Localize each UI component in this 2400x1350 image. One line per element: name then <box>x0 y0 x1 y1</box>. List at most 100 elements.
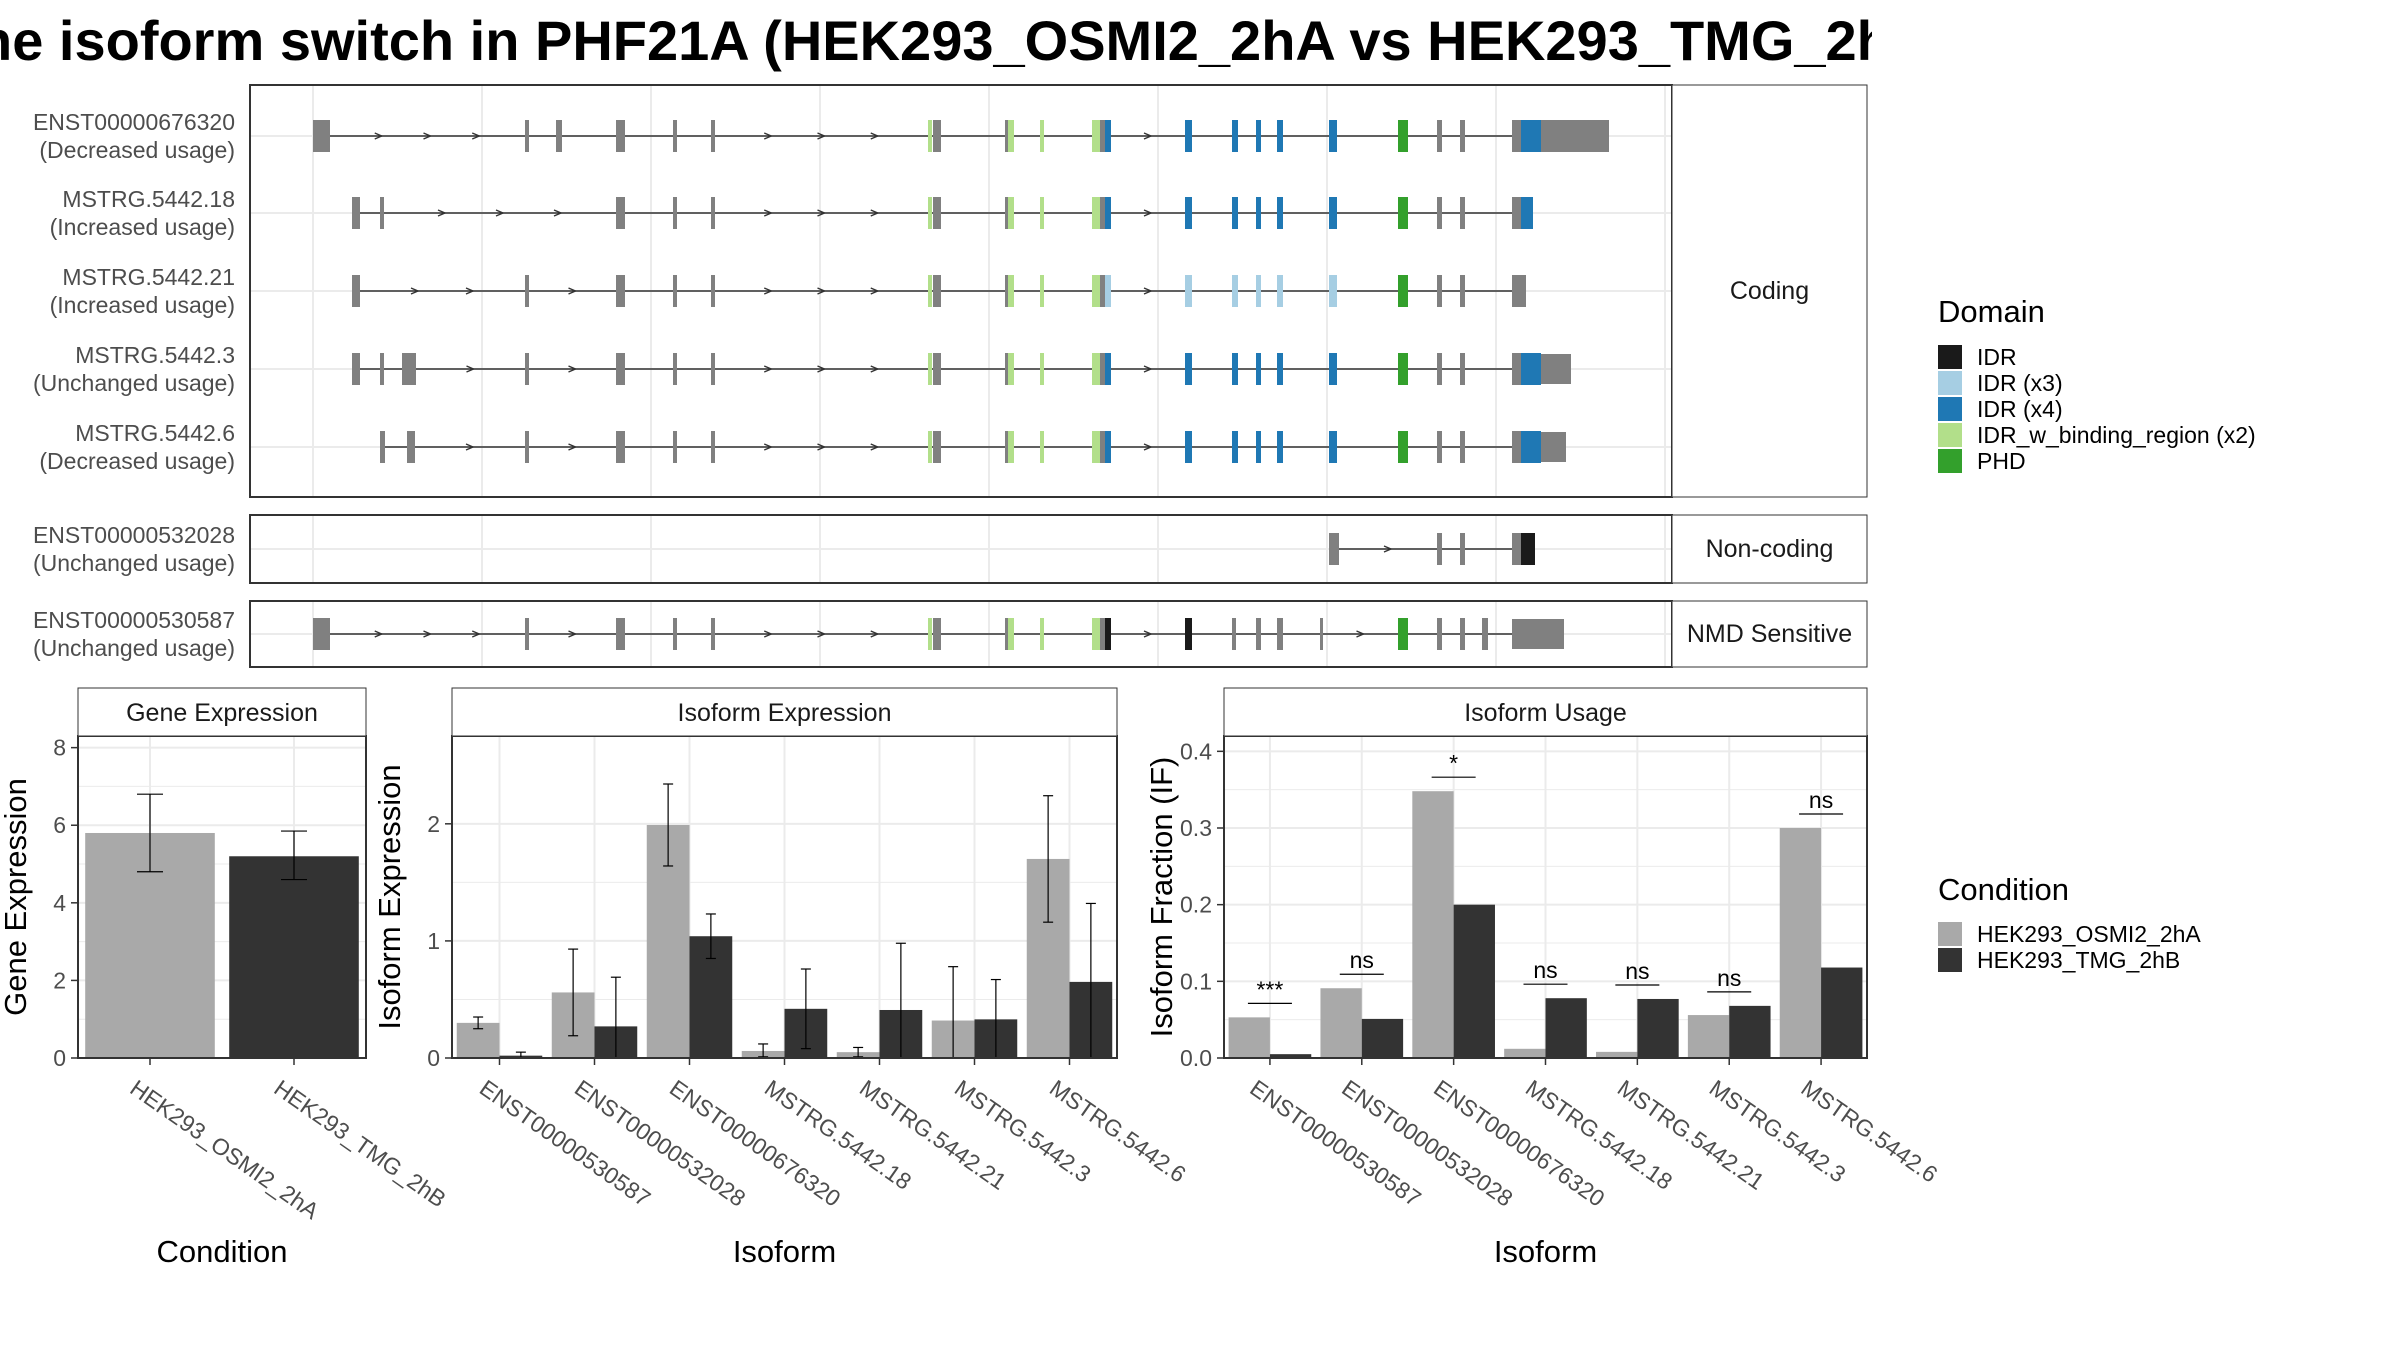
significance-label: * <box>1449 750 1458 776</box>
intron-arrow <box>1383 545 1393 553</box>
domain-exon <box>1521 533 1535 565</box>
bar <box>1453 904 1495 1058</box>
exon <box>1512 533 1521 565</box>
domain-exon <box>928 120 932 152</box>
domain-exon <box>1232 275 1238 307</box>
bar <box>1228 1017 1270 1058</box>
exon <box>1005 353 1009 385</box>
domain-exon <box>1092 618 1100 650</box>
domain-exon <box>1277 275 1283 307</box>
domain-exon <box>1329 353 1337 385</box>
panel-strip <box>1671 600 1868 668</box>
exon <box>711 618 715 650</box>
chart-strip <box>451 687 1118 737</box>
exon <box>933 197 941 229</box>
domain-exon <box>1329 431 1337 463</box>
domain-exon <box>1008 353 1014 385</box>
exon <box>1512 275 1526 307</box>
intron-arrow <box>763 287 774 295</box>
domain-exon <box>1092 275 1100 307</box>
intron-arrow <box>1143 443 1153 451</box>
domain-exon <box>1008 197 1014 229</box>
exon <box>1437 533 1442 565</box>
domain-exon <box>1092 431 1100 463</box>
exon <box>711 197 715 229</box>
legend-label: PHD <box>1977 448 2026 474</box>
exon <box>313 120 330 152</box>
bar <box>1779 828 1822 1058</box>
domain-exon <box>1040 431 1044 463</box>
exon <box>616 197 625 229</box>
exon <box>556 120 562 152</box>
chart-strip <box>77 687 367 737</box>
exon <box>616 275 625 307</box>
panel-strip-label: Coding <box>1730 277 1809 305</box>
legend-label: IDR <box>1977 344 2017 370</box>
domain-exon <box>1521 120 1541 152</box>
chart-panel: Gene Expression02468HEK293_OSMI2_2hAHEK2… <box>0 687 451 1269</box>
domain-exon <box>1256 431 1261 463</box>
domain-exon <box>1398 353 1408 385</box>
exon <box>933 120 941 152</box>
panel-strip <box>1671 514 1868 584</box>
domain-exon <box>928 618 932 650</box>
bar <box>1729 1005 1771 1058</box>
domain-exon <box>1092 197 1100 229</box>
significance-label: ns <box>1809 787 1833 813</box>
chart-title: Gene Expression <box>126 699 318 727</box>
domain-exon <box>1398 120 1408 152</box>
domain-exon <box>1185 197 1192 229</box>
exon <box>933 275 941 307</box>
intron-arrow <box>817 443 827 451</box>
bar <box>1412 791 1454 1058</box>
exon <box>525 353 529 385</box>
domain-exon <box>1185 275 1192 307</box>
exon <box>616 431 625 463</box>
y-tick-label: 2 <box>53 967 66 993</box>
exon <box>1541 120 1609 152</box>
y-axis-title: Gene Expression <box>0 778 33 1016</box>
chart-panel: Isoform Expression 0 1 2 ENST00000530587ENST… <box>372 687 1191 1269</box>
bar <box>1821 967 1863 1058</box>
y-tick-label: 0.3 <box>1180 815 1212 841</box>
intron-arrow <box>1143 287 1153 295</box>
intron-arrow <box>817 209 827 217</box>
intron-arrow <box>568 287 578 295</box>
structure-panel: ENST00000676320(Decreased usage)MSTRG.54… <box>33 84 1868 498</box>
exon <box>1005 618 1009 650</box>
domain-exon <box>1398 275 1408 307</box>
transcript-usage-label: (Decreased usage) <box>39 448 235 474</box>
exon <box>616 353 625 385</box>
intron-arrow <box>568 630 578 638</box>
exon <box>1460 120 1465 152</box>
exon <box>1232 618 1236 650</box>
intron-arrow <box>374 132 384 140</box>
intron-arrow <box>1356 630 1366 638</box>
domain-exon <box>1521 353 1541 385</box>
transcript-id-label: ENST00000676320 <box>33 109 235 135</box>
intron-arrow <box>870 287 880 295</box>
domain-exon <box>1185 353 1192 385</box>
domain-exon <box>1398 197 1408 229</box>
domain-exon <box>1105 275 1111 307</box>
domain-exon <box>1329 120 1337 152</box>
legend-swatch <box>1938 423 1962 447</box>
exon <box>1437 618 1442 650</box>
exon <box>711 275 715 307</box>
domain-exon <box>1105 618 1111 650</box>
legend-label: IDR (x4) <box>1977 396 2063 422</box>
exon <box>616 618 625 650</box>
exon <box>380 197 384 229</box>
y-tick-label: 8 <box>53 735 66 761</box>
exon <box>402 353 416 385</box>
y-axis-title: Isoform Expression <box>372 764 407 1029</box>
exon <box>711 120 715 152</box>
exon <box>1460 275 1465 307</box>
panel-strip-label: Non-coding <box>1706 535 1834 563</box>
bar <box>1637 998 1679 1058</box>
y-tick-label: 0.0 <box>1180 1045 1212 1071</box>
legend-swatch <box>1938 371 1962 395</box>
x-tick-label: ENST00000532028 <box>1337 1075 1517 1212</box>
domain-exon <box>1040 120 1044 152</box>
